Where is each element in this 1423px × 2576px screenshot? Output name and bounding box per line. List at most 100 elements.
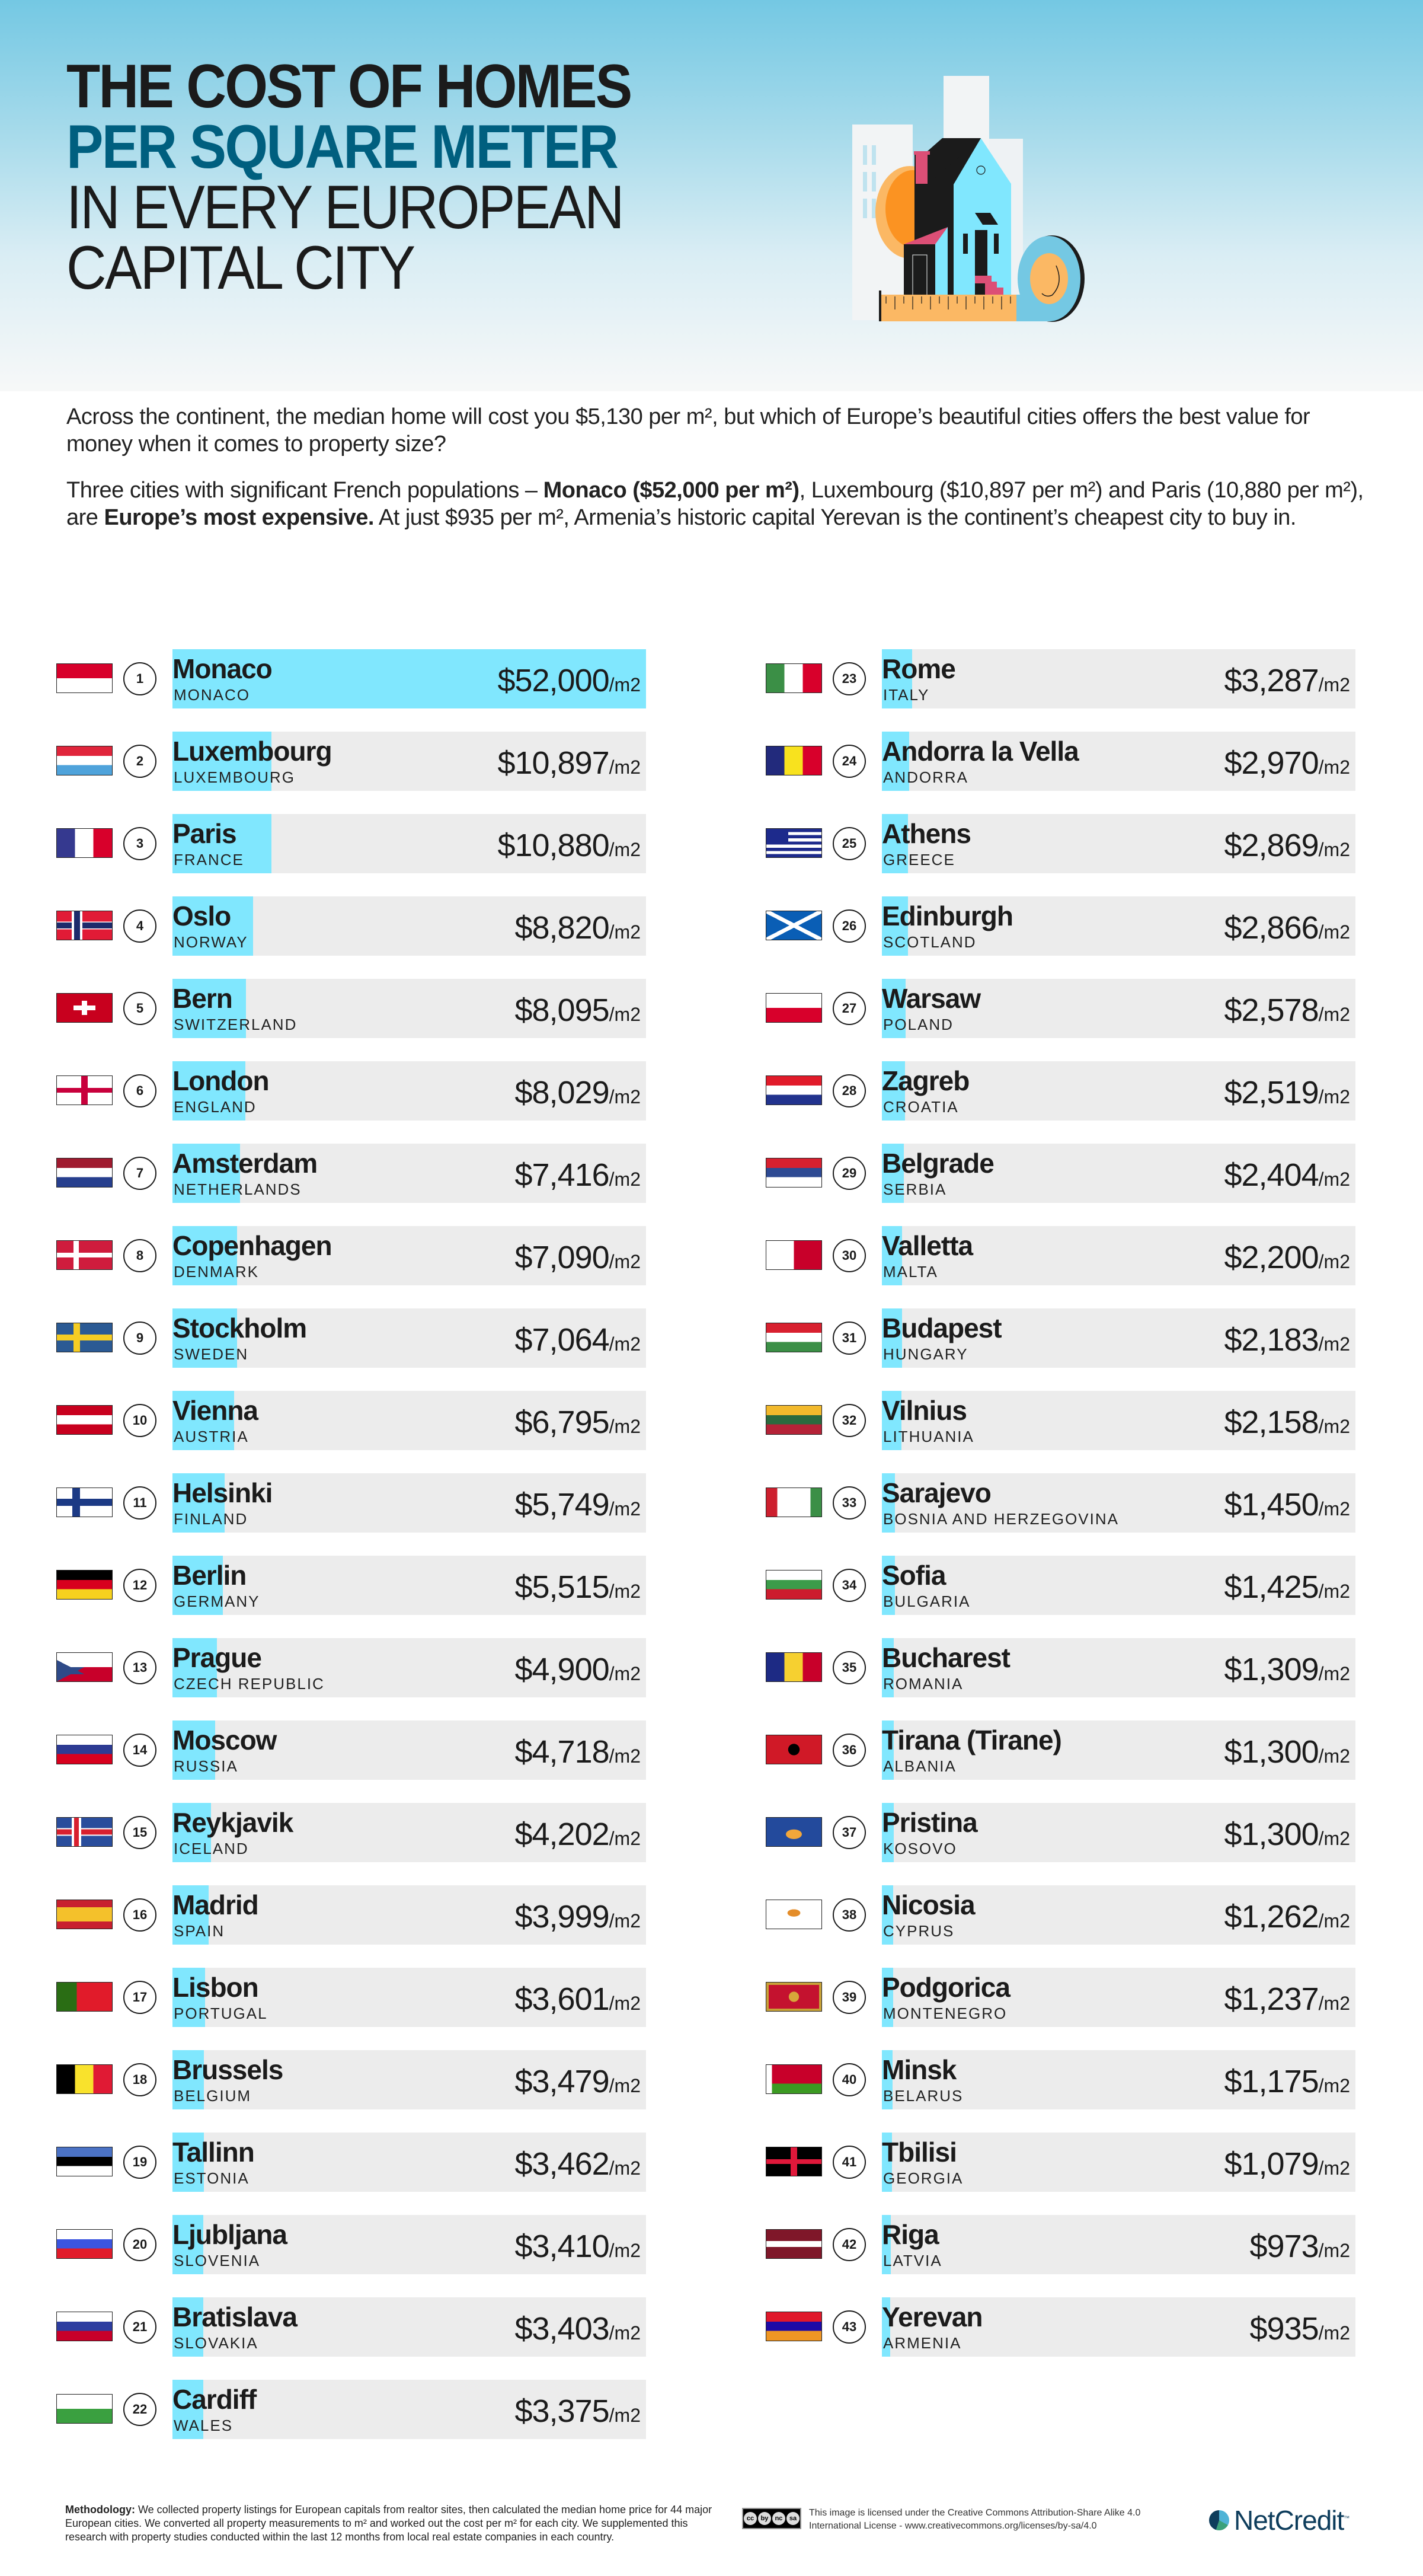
value-bar-fill — [172, 1968, 205, 2027]
country-name: BULGARIA — [883, 1592, 971, 1610]
flag-greece-icon — [766, 828, 822, 858]
flag-estonia-icon — [56, 2147, 113, 2176]
ranking-row: 29 Belgrade SERBIA $2,404/m2 — [766, 1144, 1358, 1203]
rank-badge: 2 — [123, 745, 156, 778]
flag-malta-icon — [766, 1240, 822, 1270]
value-bar-fill — [882, 1308, 902, 1368]
rank-badge: 14 — [123, 1734, 156, 1767]
price-per-m2: $3,479/m2 — [514, 2064, 641, 2099]
price-per-m2: $1,450/m2 — [1224, 1487, 1350, 1522]
flag-montenegro-icon — [766, 1982, 822, 2012]
rank-badge: 28 — [833, 1074, 866, 1107]
country-name: NETHERLANDS — [174, 1180, 302, 1198]
flag-austria-icon — [56, 1405, 113, 1435]
country-name: ESTONIA — [174, 2169, 250, 2187]
ranking-row: 1 Monaco MONACO $52,000/m2 — [56, 649, 649, 708]
flag-russia-icon — [56, 1735, 113, 1764]
value-bar-fill — [172, 1061, 245, 1121]
title-line-1: THE COST OF HOMES — [66, 52, 632, 121]
price-per-m2: $1,262/m2 — [1224, 1899, 1350, 1935]
country-name: LITHUANIA — [883, 1428, 974, 1445]
price-per-m2: $1,079/m2 — [1224, 2146, 1350, 2182]
netcredit-logo-icon — [1209, 2510, 1229, 2530]
city-name: Budapest — [882, 1313, 1002, 1343]
city-name: Edinburgh — [882, 901, 1013, 931]
value-bar-fill — [172, 2297, 203, 2357]
country-name: RUSSIA — [174, 1757, 238, 1775]
ranking-row: 17 Lisbon PORTUGAL $3,601/m2 — [56, 1968, 649, 2027]
ranking-row: 7 Amsterdam NETHERLANDS $7,416/m2 — [56, 1144, 649, 1203]
value-bar — [172, 2380, 646, 2439]
country-name: WALES — [174, 2417, 234, 2434]
rank-badge: 24 — [833, 745, 866, 778]
city-name: Bern — [172, 983, 233, 1014]
country-name: SLOVENIA — [174, 2252, 261, 2269]
price-per-m2: $4,718/m2 — [514, 1734, 641, 1770]
ranking-row: 41 Tbilisi GEORGIA $1,079/m2 — [766, 2133, 1358, 2192]
city-name: Copenhagen — [172, 1230, 332, 1261]
flag-hungary-icon — [766, 1323, 822, 1352]
value-bar-fill — [172, 2215, 203, 2274]
flag-belgium-icon — [56, 2064, 113, 2094]
country-name: SPAIN — [174, 1922, 225, 1940]
ranking-row: 24 Andorra la Vella ANDORRA $2,970/m2 — [766, 732, 1358, 791]
ranking-row: 23 Rome ITALY $3,287/m2 — [766, 649, 1358, 708]
country-name: CYPRUS — [883, 1922, 955, 1940]
rank-badge: 34 — [833, 1569, 866, 1602]
flag-poland-icon — [766, 993, 822, 1023]
ranking-row: 12 Berlin GERMANY $5,515/m2 — [56, 1556, 649, 1615]
value-bar-fill — [172, 2050, 204, 2109]
city-name: Andorra la Vella — [882, 736, 1079, 767]
value-bar — [172, 814, 646, 873]
price-per-m2: $3,410/m2 — [514, 2229, 641, 2264]
city-name: Prague — [172, 1642, 262, 1673]
city-name: Belgrade — [882, 1148, 994, 1179]
value-bar-fill — [882, 1226, 902, 1285]
ranking-row: 11 Helsinki FINLAND $5,749/m2 — [56, 1473, 649, 1533]
license-text: This image is licensed under the Creativ… — [809, 2508, 1141, 2531]
country-name: ALBANIA — [883, 1757, 957, 1775]
value-bar — [882, 2215, 1355, 2274]
rank-badge: 23 — [833, 662, 866, 695]
ranking-row: 35 Bucharest ROMANIA $1,309/m2 — [766, 1638, 1358, 1697]
rank-badge: 30 — [833, 1239, 866, 1272]
ranking-row: 28 Zagreb CROATIA $2,519/m2 — [766, 1061, 1358, 1121]
city-name: Cardiff — [172, 2384, 257, 2415]
value-bar-fill — [882, 1638, 894, 1697]
ranking-row: 39 Podgorica MONTENEGRO $1,237/m2 — [766, 1968, 1358, 2027]
country-name: BELGIUM — [174, 2087, 252, 2105]
country-name: GREECE — [883, 851, 955, 869]
rank-badge: 1 — [123, 662, 156, 695]
country-name: ITALY — [883, 686, 930, 704]
country-name: ANDORRA — [883, 768, 969, 786]
city-name: Rome — [882, 653, 956, 684]
title-line-3: IN EVERY EUROPEAN — [66, 173, 625, 242]
ranking-row: 31 Budapest HUNGARY $2,183/m2 — [766, 1308, 1358, 1368]
rank-badge: 20 — [123, 2228, 156, 2261]
ranking-row: 40 Minsk BELARUS $1,175/m2 — [766, 2050, 1358, 2109]
country-name: POLAND — [883, 1016, 954, 1033]
ranking-row: 13 Prague CZECH REPUBLIC $4,900/m2 — [56, 1638, 649, 1697]
value-bar-fill — [882, 2297, 890, 2357]
value-bar-fill — [172, 1144, 240, 1203]
value-bar — [172, 2133, 646, 2192]
flag-bosnia-icon — [766, 1487, 822, 1517]
price-per-m2: $2,183/m2 — [1224, 1322, 1350, 1358]
page-title: THE COST OF HOMES PER SQUARE METER IN EV… — [66, 52, 778, 299]
creative-commons-badge-icon: cc by nc sa — [742, 2508, 801, 2529]
flag-belarus-icon — [766, 2064, 822, 2094]
country-name: MALTA — [883, 1263, 938, 1281]
city-name: Riga — [882, 2219, 939, 2250]
ranking-row: 3 Paris FRANCE $10,880/m2 — [56, 814, 649, 873]
country-name: SERBIA — [883, 1180, 947, 1198]
city-name: London — [172, 1065, 270, 1096]
ranking-row: 33 Sarajevo BOSNIA AND HERZEGOVINA $1,450/m… — [766, 1473, 1358, 1533]
methodology-note: Methodology: We collected property listi… — [65, 2504, 712, 2543]
ranking-row: 4 Oslo NORWAY $8,820/m2 — [56, 896, 649, 956]
city-name: Tbilisi — [882, 2137, 957, 2168]
value-bar-fill — [882, 1968, 893, 2027]
price-per-m2: $2,869/m2 — [1224, 828, 1350, 863]
flag-lithuania-icon — [766, 1405, 822, 1435]
flag-denmark-icon — [56, 1240, 113, 1270]
value-bar-fill — [882, 1720, 894, 1780]
